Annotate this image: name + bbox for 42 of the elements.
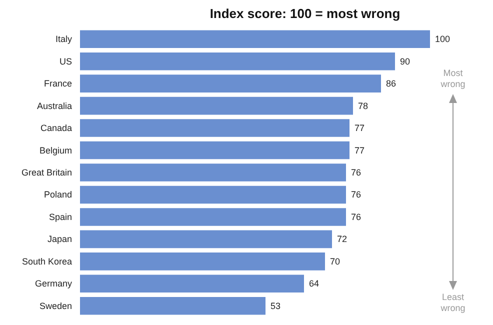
y-tick-label: Germany	[34, 278, 72, 289]
data-label: 78	[358, 100, 368, 111]
bar	[80, 296, 266, 315]
y-tick-label: Spain	[48, 212, 72, 222]
y-tick-label: Japan	[47, 234, 72, 244]
bar	[80, 119, 350, 137]
y-tick-label: Sweden	[39, 300, 72, 311]
data-label: 76	[351, 168, 362, 178]
data-label: 100	[435, 34, 450, 44]
y-tick-label: Poland	[44, 190, 72, 200]
data-label: 70	[330, 256, 340, 266]
bar	[80, 230, 332, 248]
y-tick-label: South Korea	[22, 256, 72, 266]
text: Most wrong	[440, 68, 466, 90]
y-tick-label: Canada	[40, 123, 72, 134]
y-tick-label: France	[44, 78, 72, 89]
bar	[80, 30, 430, 48]
data-label: 76	[351, 212, 362, 222]
data-label: 77	[354, 123, 365, 134]
bar	[80, 52, 395, 70]
chart-title: Index score: 100 = most wrong	[210, 6, 400, 21]
data-label: 90	[400, 56, 410, 66]
bar	[80, 186, 346, 204]
data-label: 53	[270, 300, 281, 311]
bar	[80, 74, 381, 92]
bar	[80, 252, 325, 270]
y-tick-label: Great Britain	[21, 168, 72, 178]
data-label: 76	[351, 190, 362, 200]
data-label: 86	[386, 78, 396, 89]
data-label: 77	[354, 145, 365, 156]
bar	[80, 141, 350, 160]
y-tick-label: Belgium	[39, 145, 72, 156]
y-tick-label: Australia	[36, 100, 72, 111]
y-tick-label: US	[59, 56, 72, 66]
bar	[80, 164, 346, 182]
bar	[80, 274, 304, 293]
y-tick-label: Italy	[55, 34, 72, 44]
bar	[80, 96, 353, 115]
data-label: 64	[309, 278, 320, 289]
bar	[80, 208, 346, 226]
data-label: 72	[337, 234, 348, 244]
text: Least wrong	[440, 292, 466, 314]
